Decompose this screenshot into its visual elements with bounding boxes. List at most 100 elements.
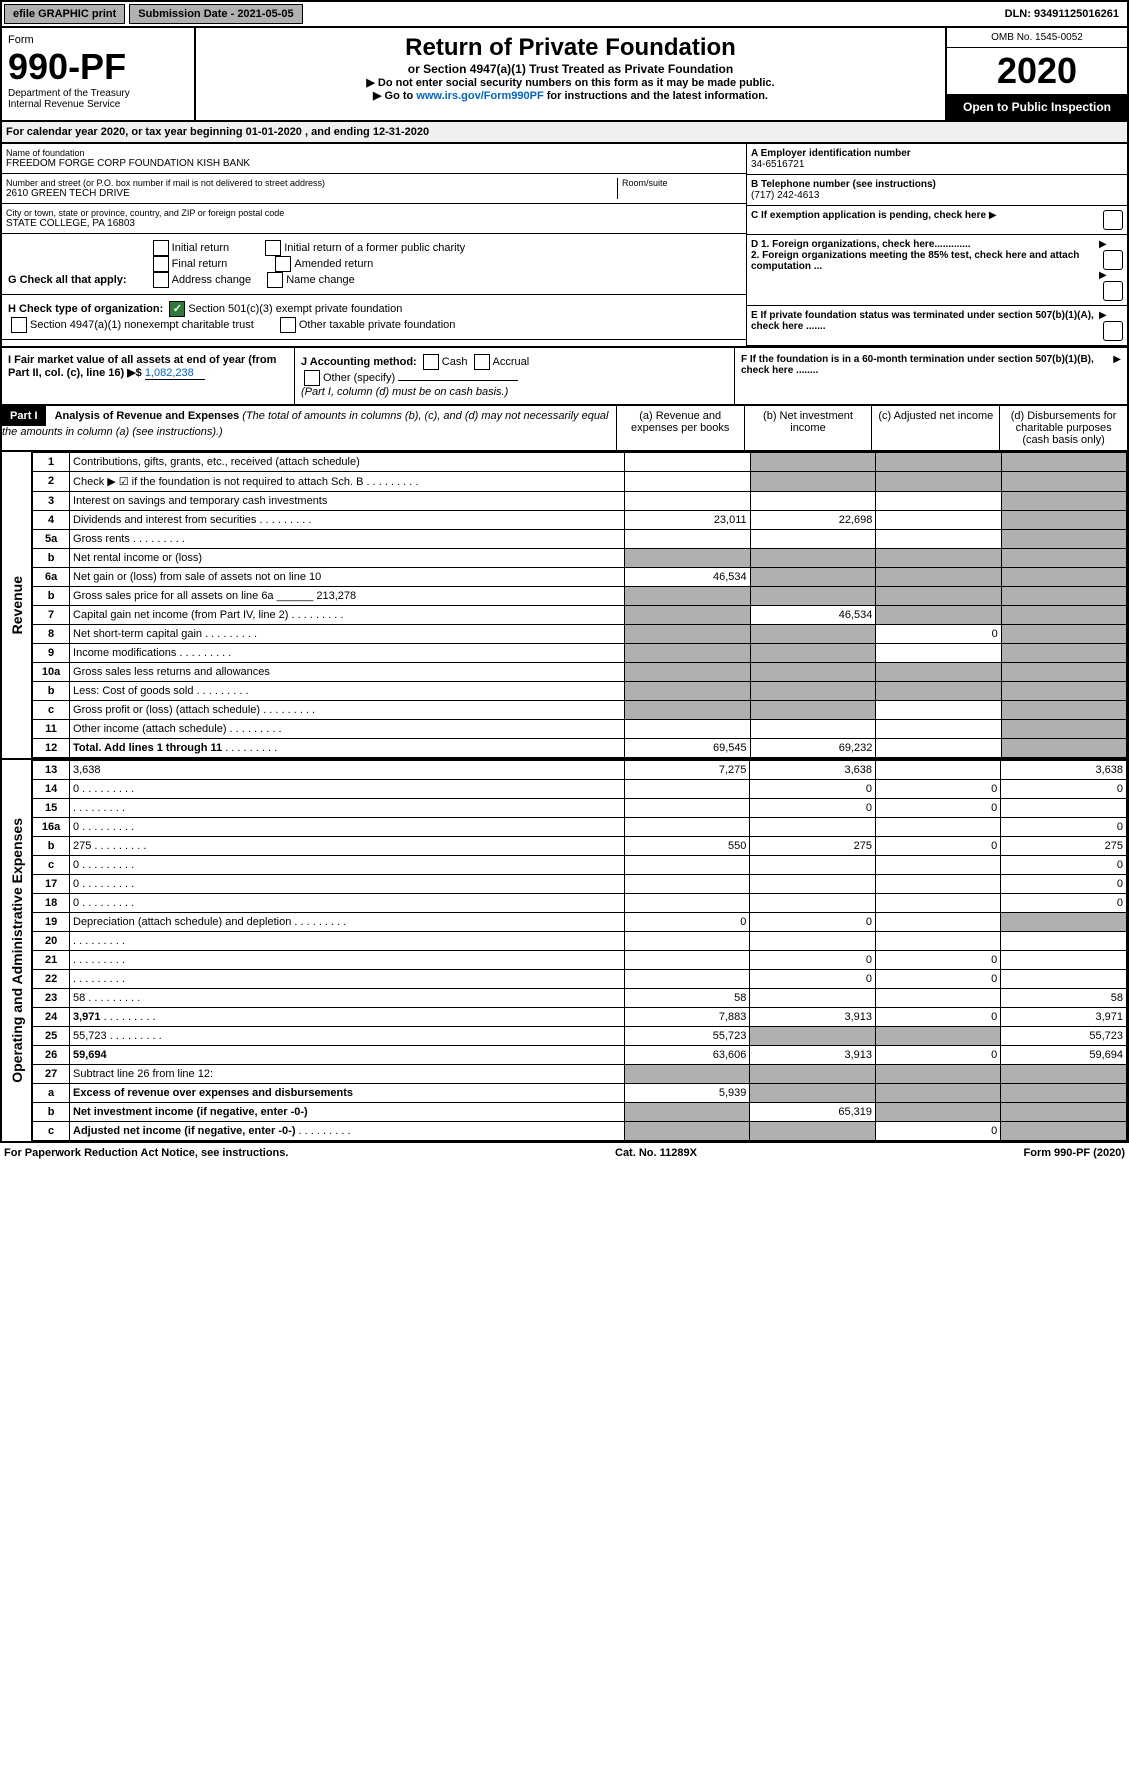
initial-former-checkbox[interactable]	[265, 240, 281, 256]
name-label: Name of foundation	[6, 148, 742, 158]
cell-c	[876, 875, 1001, 894]
cell-c	[876, 682, 1001, 701]
col-d-head: (d) Disbursements for charitable purpose…	[1000, 406, 1127, 450]
accrual-checkbox[interactable]	[474, 354, 490, 370]
cell-a: 63,606	[624, 1046, 750, 1065]
501c3-checkbox[interactable]	[169, 301, 185, 317]
j-accrual: Accrual	[493, 356, 530, 368]
efile-button[interactable]: efile GRAPHIC print	[4, 4, 125, 24]
footer: For Paperwork Reduction Act Notice, see …	[0, 1143, 1129, 1163]
cell-c: 0	[876, 799, 1001, 818]
cell-b: 65,319	[750, 1103, 876, 1122]
line-description: Net rental income or (loss)	[70, 549, 625, 568]
line-description: Interest on savings and temporary cash i…	[70, 492, 625, 511]
line-number: 25	[33, 1027, 70, 1046]
initial-return-checkbox[interactable]	[153, 240, 169, 256]
4947-checkbox[interactable]	[11, 317, 27, 333]
table-row: 23585858	[33, 989, 1127, 1008]
cell-d	[1001, 739, 1126, 758]
cell-a	[624, 587, 750, 606]
g-opt-3: Initial return of a former public charit…	[284, 242, 465, 254]
d1-checkbox[interactable]	[1103, 250, 1123, 270]
other-checkbox[interactable]	[304, 370, 320, 386]
table-row: 7Capital gain net income (from Part IV, …	[33, 606, 1127, 625]
amended-checkbox[interactable]	[275, 256, 291, 272]
cal-end: 12-31-2020	[373, 126, 429, 138]
table-row: 2100	[33, 951, 1127, 970]
cell-a	[624, 780, 750, 799]
line-description: Adjusted net income (if negative, enter …	[70, 1122, 625, 1141]
d2-checkbox[interactable]	[1103, 281, 1123, 301]
cell-b: 3,913	[750, 1046, 876, 1065]
i-value[interactable]: 1,082,238	[145, 367, 205, 380]
table-row: aExcess of revenue over expenses and dis…	[33, 1084, 1127, 1103]
cell-c	[876, 492, 1001, 511]
cell-c	[876, 894, 1001, 913]
cell-d	[1001, 799, 1127, 818]
info-right: A Employer identification number 34-6516…	[746, 144, 1127, 346]
cell-b	[750, 856, 876, 875]
other-specify[interactable]	[398, 380, 518, 381]
line-description	[70, 951, 625, 970]
info-grid: Name of foundation FREEDOM FORGE CORP FO…	[0, 144, 1129, 348]
cell-a	[624, 644, 750, 663]
phone: (717) 242-4613	[751, 190, 819, 201]
footer-mid: Cat. No. 11289X	[615, 1147, 697, 1159]
cell-b	[750, 453, 876, 472]
cell-a	[624, 682, 750, 701]
cell-a	[624, 856, 750, 875]
table-row: 1500	[33, 799, 1127, 818]
cell-b	[750, 875, 876, 894]
cash-checkbox[interactable]	[423, 354, 439, 370]
col-a-head: (a) Revenue and expenses per books	[617, 406, 745, 450]
line-number: 27	[33, 1065, 70, 1084]
line-description: Gross profit or (loss) (attach schedule)	[70, 701, 625, 720]
revenue-section: Revenue 1Contributions, gifts, grants, e…	[0, 452, 1129, 760]
table-row: bNet rental income or (loss)	[33, 549, 1127, 568]
h-row: H Check type of organization: Section 50…	[2, 295, 746, 340]
cell-c: 0	[876, 625, 1001, 644]
cell-a	[624, 663, 750, 682]
footer-left: For Paperwork Reduction Act Notice, see …	[4, 1147, 288, 1159]
name-change-checkbox[interactable]	[267, 272, 283, 288]
tax-year: 2020	[947, 48, 1127, 94]
col-c-head: (c) Adjusted net income	[872, 406, 1000, 450]
cell-b	[750, 894, 876, 913]
e-label: E If private foundation status was termi…	[751, 310, 1094, 332]
other-taxable-checkbox[interactable]	[280, 317, 296, 333]
cell-d	[1001, 1084, 1127, 1103]
cell-c	[876, 818, 1001, 837]
cell-a: 7,883	[624, 1008, 750, 1027]
line-number: 3	[33, 492, 70, 511]
h-opt2: Section 4947(a)(1) nonexempt charitable …	[30, 319, 254, 331]
table-row: 133,6387,2753,6383,638	[33, 761, 1127, 780]
cell-b: 3,913	[750, 1008, 876, 1027]
line-number: 4	[33, 511, 70, 530]
irs-link[interactable]: www.irs.gov/Form990PF	[416, 90, 543, 102]
e-checkbox[interactable]	[1103, 321, 1123, 341]
line-number: 26	[33, 1046, 70, 1065]
cell-d: 58	[1001, 989, 1127, 1008]
table-row: 8Net short-term capital gain0	[33, 625, 1127, 644]
cell-a: 23,011	[624, 511, 750, 530]
line-number: c	[33, 1122, 70, 1141]
cell-c	[876, 856, 1001, 875]
line-description: 0	[70, 818, 625, 837]
cell-d	[1001, 587, 1126, 606]
c-checkbox[interactable]	[1103, 210, 1123, 230]
table-row: 19Depreciation (attach schedule) and dep…	[33, 913, 1127, 932]
info-left: Name of foundation FREEDOM FORGE CORP FO…	[2, 144, 746, 346]
table-row: 2555,72355,72355,723	[33, 1027, 1127, 1046]
cell-b	[750, 625, 876, 644]
cal-prefix: For calendar year 2020, or tax year begi…	[6, 126, 246, 138]
cell-c	[876, 606, 1001, 625]
cell-a: 69,545	[624, 739, 750, 758]
revenue-table: 1Contributions, gifts, grants, etc., rec…	[32, 452, 1127, 758]
foundation-name: FREEDOM FORGE CORP FOUNDATION KISH BANK	[6, 158, 742, 169]
address-change-checkbox[interactable]	[153, 272, 169, 288]
cell-c	[876, 472, 1001, 492]
part1-header-row: Part I Analysis of Revenue and Expenses …	[0, 406, 1129, 452]
final-return-checkbox[interactable]	[153, 256, 169, 272]
cell-c	[876, 1103, 1001, 1122]
line-description: 0	[70, 856, 625, 875]
